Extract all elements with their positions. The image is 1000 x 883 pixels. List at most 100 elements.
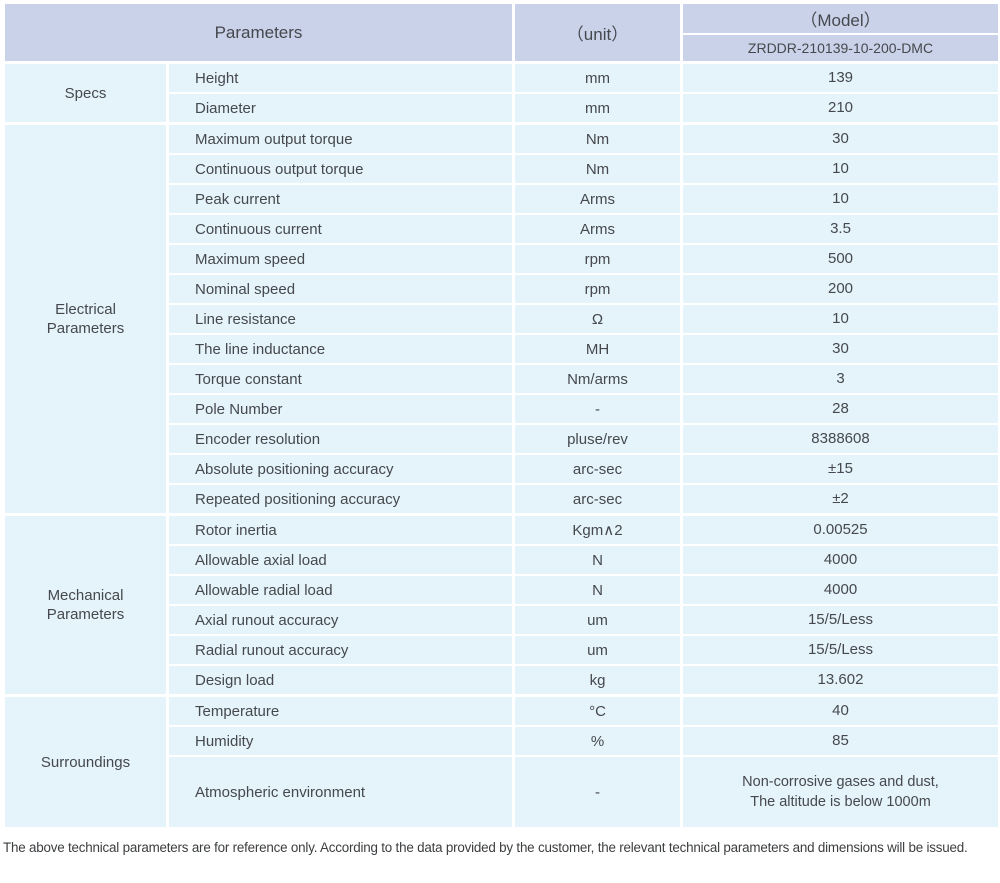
param-cell: Height	[166, 61, 515, 94]
unit-cell: um	[512, 634, 683, 666]
table-row: Design load kg 13.602	[4, 664, 1000, 697]
table-row: Axial runout accuracy um 15/5/Less	[4, 604, 1000, 636]
value-cell: 139	[680, 61, 1000, 94]
table-row: Line resistance Ω 10	[4, 303, 1000, 335]
table-row: Peak current Arms 10	[4, 183, 1000, 215]
value-cell: Non-corrosive gases and dust, The altitu…	[680, 755, 1000, 829]
param-cell: Diameter	[166, 92, 515, 125]
value-cell: 0.00525	[680, 513, 1000, 546]
unit-cell: mm	[512, 61, 683, 94]
value-cell: 30	[680, 122, 1000, 155]
param-cell: Continuous output torque	[166, 153, 515, 185]
param-cell: Peak current	[166, 183, 515, 215]
unit-cell: MH	[512, 333, 683, 365]
unit-cell: arc-sec	[512, 483, 683, 516]
table-row: Specs Height mm 139	[2, 61, 1000, 125]
value-cell: 8388608	[680, 423, 1000, 455]
param-cell: Allowable radial load	[166, 574, 515, 606]
unit-cell: %	[512, 725, 683, 757]
spec-table-header: Parameters （unit） （Model） ZRDDR-210139-1…	[2, 2, 1000, 64]
header-model: （Model）	[680, 2, 1000, 35]
table-row: Allowable axial load N 4000	[4, 544, 1000, 576]
value-cell: 10	[680, 303, 1000, 335]
value-cell: 500	[680, 243, 1000, 275]
value-cell: 3.5	[680, 213, 1000, 245]
unit-cell: rpm	[512, 243, 683, 275]
unit-cell: N	[512, 544, 683, 576]
unit-cell: -	[512, 393, 683, 425]
param-cell: Pole Number	[166, 393, 515, 425]
unit-cell: Nm/arms	[512, 363, 683, 395]
value-cell: 30	[680, 333, 1000, 365]
table-row: Encoder resolution pluse/rev 8388608	[4, 423, 1000, 455]
param-cell: The line inductance	[166, 333, 515, 365]
category-cell: Specs	[2, 61, 169, 125]
table-row: Continuous current Arms 3.5	[4, 213, 1000, 245]
unit-cell: arc-sec	[512, 453, 683, 485]
param-cell: Humidity	[166, 725, 515, 757]
param-cell: Axial runout accuracy	[166, 604, 515, 636]
unit-cell: °C	[512, 694, 683, 727]
unit-cell: N	[512, 574, 683, 606]
value-cell: ±2	[680, 483, 1000, 516]
unit-cell: rpm	[512, 273, 683, 305]
param-cell: Encoder resolution	[166, 423, 515, 455]
spec-table: Parameters （unit） （Model） ZRDDR-210139-1…	[2, 2, 1000, 829]
table-row: Continuous output torque Nm 10	[4, 153, 1000, 185]
unit-cell: um	[512, 604, 683, 636]
table-row: Pole Number -28	[4, 393, 1000, 425]
value-cell: 10	[680, 153, 1000, 185]
param-cell: Design load	[166, 664, 515, 697]
unit-cell: Ω	[512, 303, 683, 335]
unit-cell: Nm	[512, 153, 683, 185]
param-cell: Radial runout accuracy	[166, 634, 515, 666]
unit-cell: mm	[512, 92, 683, 125]
param-cell: Temperature	[166, 694, 515, 727]
param-cell: Maximum speed	[166, 243, 515, 275]
param-cell: Continuous current	[166, 213, 515, 245]
spec-table-body: Specs Height mm 139 Diameter mm 210 Electrical …	[2, 61, 1000, 829]
value-cell: 4000	[680, 574, 1000, 606]
param-cell: Atmospheric environment	[166, 755, 515, 829]
header-parameters: Parameters	[2, 2, 515, 64]
value-cell: 200	[680, 273, 1000, 305]
header-unit: （unit）	[512, 2, 683, 64]
unit-cell: Nm	[512, 122, 683, 155]
param-cell: Allowable axial load	[166, 544, 515, 576]
footer-disclaimer: The above technical parameters are for r…	[3, 840, 968, 855]
param-cell: Repeated positioning accuracy	[166, 483, 515, 516]
unit-cell: kg	[512, 664, 683, 697]
category-cell: Surroundings	[2, 694, 169, 829]
unit-cell: pluse/rev	[512, 423, 683, 455]
table-row: Surroundings Temperature °C 40	[2, 694, 1000, 829]
value-cell: ±15	[680, 453, 1000, 485]
table-row: Allowable radial load N 4000	[4, 574, 1000, 606]
value-cell: 210	[680, 92, 1000, 125]
category-cell: Mechanical Parameters	[2, 513, 169, 697]
table-row: Nominal speed rpm 200	[4, 273, 1000, 305]
value-cell: 15/5/Less	[680, 634, 1000, 666]
table-row: Electrical Parameters Maximum output torq…	[2, 122, 1000, 516]
table-row: Absolute positioning accuracy arc-sec ±15	[4, 453, 1000, 485]
unit-cell: Kgm∧2	[512, 513, 683, 546]
unit-cell: -	[512, 755, 683, 829]
param-cell: Absolute positioning accuracy	[166, 453, 515, 485]
table-row: Mechanical Parameters Rotor inertia Kgm∧2 0…	[2, 513, 1000, 697]
table-row: Humidity% 85	[4, 725, 1000, 757]
param-cell: Rotor inertia	[166, 513, 515, 546]
unit-cell: Arms	[512, 183, 683, 215]
table-row: Maximum speed rpm 500	[4, 243, 1000, 275]
param-cell: Torque constant	[166, 363, 515, 395]
param-cell: Line resistance	[166, 303, 515, 335]
table-row: Torque constant Nm/arms 3	[4, 363, 1000, 395]
value-cell: 13.602	[680, 664, 1000, 697]
value-cell: 40	[680, 694, 1000, 727]
value-cell: 3	[680, 363, 1000, 395]
param-cell: Maximum output torque	[166, 122, 515, 155]
value-cell: 28	[680, 393, 1000, 425]
table-row: Atmospheric environment - Non-corrosive ga…	[4, 755, 1000, 829]
value-cell: 4000	[680, 544, 1000, 576]
value-cell: 10	[680, 183, 1000, 215]
value-cell: 85	[680, 725, 1000, 757]
